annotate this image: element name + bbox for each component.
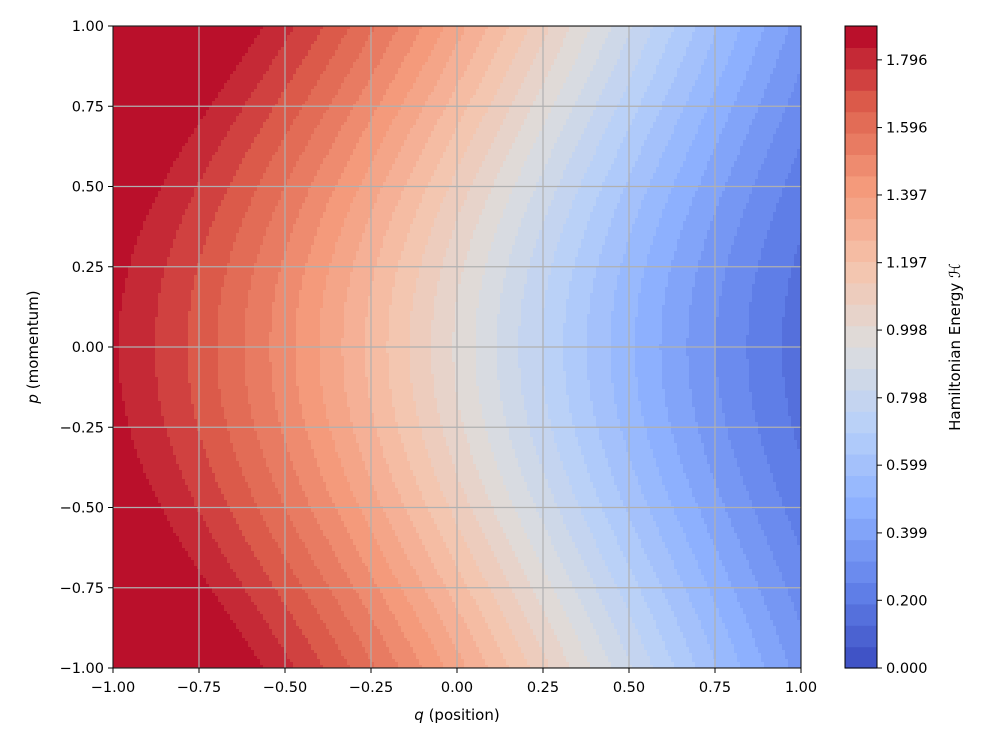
- colorbar-level: [845, 197, 877, 219]
- colorbar-level: [845, 219, 877, 241]
- colorbar-tick-label: 0.998: [886, 323, 928, 339]
- colorbar-tick-label: 0.000: [886, 661, 928, 677]
- colorbar-level: [845, 347, 877, 369]
- y-tick-label: −0.25: [60, 420, 104, 436]
- colorbar-level: [845, 26, 877, 48]
- colorbar-level: [845, 326, 877, 348]
- x-tick-label: −0.50: [263, 680, 307, 696]
- y-axis-ticks: −1.00 −0.75 −0.50 −0.25 0.00 0.25 0.50 0.75 1.00: [60, 19, 113, 677]
- colorbar-level: [845, 433, 877, 455]
- colorbar-level: [845, 240, 877, 262]
- colorbar-ticks: 0.000 0.200 0.399 0.599 0.798 0.998 1.197 1.397…: [877, 53, 928, 677]
- y-tick-label: 0.25: [72, 260, 104, 276]
- x-tick-label: −0.25: [349, 680, 393, 696]
- colorbar-level: [845, 304, 877, 326]
- x-tick-label: 0.00: [441, 680, 473, 696]
- colorbar-level: [845, 176, 877, 198]
- x-tick-label: 0.50: [613, 680, 645, 696]
- colorbar-level: [845, 411, 877, 433]
- colorbar-tick-label: 0.798: [886, 391, 928, 407]
- colorbar-level: [845, 261, 877, 283]
- colorbar-level: [845, 154, 877, 176]
- colorbar-level: [845, 390, 877, 412]
- x-tick-label: 0.75: [699, 680, 731, 696]
- colorbar-level: [845, 604, 877, 626]
- colorbar-tick-label: 0.399: [886, 526, 928, 542]
- y-tick-label: −0.75: [60, 581, 104, 597]
- x-axis-label: q (position): [414, 706, 499, 724]
- y-tick-label: 0.75: [72, 99, 104, 115]
- colorbar-tick-label: 0.200: [886, 593, 928, 609]
- colorbar-level: [845, 112, 877, 134]
- y-tick-label: −0.50: [60, 501, 104, 517]
- x-tick-label: −1.00: [91, 680, 135, 696]
- colorbar-level: [845, 540, 877, 562]
- colorbar-level: [845, 497, 877, 519]
- colorbar-level: [845, 582, 877, 604]
- colorbar-tick-label: 1.397: [886, 188, 928, 204]
- y-tick-label: 0.00: [72, 340, 104, 356]
- colorbar-level: [845, 368, 877, 390]
- y-tick-label: 0.50: [72, 180, 104, 196]
- colorbar-tick-label: 1.596: [886, 121, 928, 137]
- x-tick-label: 1.00: [785, 680, 817, 696]
- colorbar-level: [845, 47, 877, 69]
- colorbar-level: [845, 90, 877, 112]
- colorbar-level: [845, 283, 877, 305]
- y-tick-label: 1.00: [72, 19, 104, 35]
- x-tick-label: 0.25: [527, 680, 559, 696]
- x-tick-label: −0.75: [177, 680, 221, 696]
- colorbar-level: [845, 625, 877, 647]
- colorbar-level: [845, 561, 877, 583]
- colorbar-level: [845, 69, 877, 91]
- colorbar-tick-label: 1.197: [886, 256, 928, 272]
- y-axis-label: p (momentum): [24, 290, 42, 404]
- colorbar-level: [845, 518, 877, 540]
- colorbar: [845, 26, 877, 669]
- colorbar-level: [845, 133, 877, 155]
- colorbar-level: [845, 475, 877, 497]
- colorbar-level: [845, 647, 877, 669]
- colorbar-tick-label: 1.796: [886, 53, 928, 69]
- colorbar-label: Hamiltonian Energy ℋ: [946, 263, 964, 431]
- y-tick-label: −1.00: [60, 661, 104, 677]
- colorbar-tick-label: 0.599: [886, 458, 928, 474]
- x-axis-ticks: −1.00 −0.75 −0.50 −0.25 0.00 0.25 0.50 0.75 1.00: [91, 668, 817, 696]
- colorbar-level: [845, 454, 877, 476]
